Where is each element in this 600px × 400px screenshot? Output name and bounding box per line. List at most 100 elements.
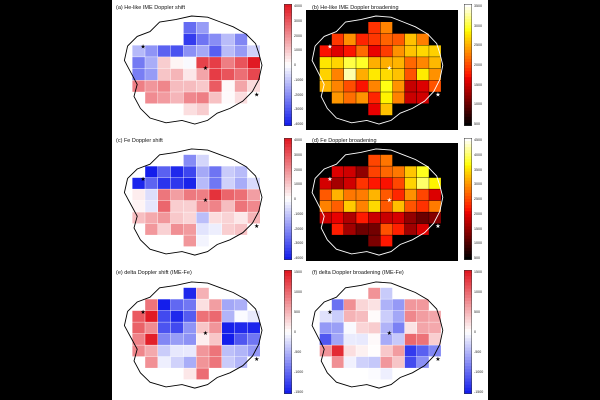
panel-d-cell-region-G xyxy=(380,200,393,212)
panel-e-colorbar-step xyxy=(284,288,292,293)
panel-c-cell-region-A xyxy=(145,177,158,189)
panel-d-cell-region-A xyxy=(331,166,344,178)
panel-f-cell-region-F xyxy=(356,322,368,334)
panel-a-colorbar-frame xyxy=(284,4,292,126)
panel-e-colorbar-step xyxy=(284,313,292,318)
panel-c-cell-region-D xyxy=(247,177,260,189)
panel-f-cell-region-B xyxy=(356,299,368,311)
panel-a-cell-region-B xyxy=(158,45,171,57)
panel-c-colorbar-step xyxy=(284,165,292,170)
panel-a-colorbar-step xyxy=(284,34,292,39)
panel-f-cell-region-E xyxy=(331,333,344,345)
panel-b-colorbar-step xyxy=(464,43,472,48)
panel-e-cell-region-E xyxy=(145,322,158,334)
panel-a-cell-region-D xyxy=(234,33,248,45)
panel-d-cell-region-H xyxy=(404,189,417,201)
panel-c-cell-region-B xyxy=(170,177,184,189)
panel-d-cell-region-B xyxy=(344,166,356,178)
panel-b-cell-region-A xyxy=(331,33,344,45)
panel-b-cell-region-E xyxy=(319,57,332,69)
panel-f-colorbar-step xyxy=(464,282,472,287)
panel-d-cell-region-A xyxy=(331,177,344,189)
panel-f-cell-region-G xyxy=(380,322,393,334)
panel-d-colorbar-step xyxy=(464,186,472,191)
panel-a-map: ★ ★ ★ xyxy=(118,10,278,130)
panel-b-cell-region-C xyxy=(380,22,393,34)
panel-c-cell-region-F xyxy=(183,189,196,201)
panel-e-map: ★ ★ ★ xyxy=(118,276,278,394)
panel-d-cell-region-B xyxy=(368,166,381,178)
panel-c-colorbar-tick: 2000 xyxy=(294,167,302,172)
panel-c-cell-region-B xyxy=(183,177,196,189)
panel-f-cell-region-K xyxy=(392,345,405,357)
panel-d-colorbar-step xyxy=(464,232,472,237)
panel-a-cell-region-H xyxy=(234,68,248,81)
panel-c-star-marker-0: ★ xyxy=(203,197,208,204)
panel-a-cell-region-D xyxy=(247,45,260,57)
panel-d-colorbar-step xyxy=(464,174,472,179)
panel-e-cell-region-E xyxy=(145,333,158,345)
panel-b-colorbar-step xyxy=(464,4,472,8)
panel-e-cell-region-C xyxy=(209,310,222,322)
panel-a-cell-region-B xyxy=(183,22,196,34)
panel-c-cell-region-H xyxy=(234,200,248,212)
panel-a-colorbar-tick: 1000 xyxy=(294,48,302,53)
panel-e-colorbar-step xyxy=(284,276,292,280)
panel-a-colorbar-step xyxy=(284,77,292,81)
panel-a-title: (a) He-like IME Doppler shift xyxy=(116,5,186,11)
panel-d-colorbar-step xyxy=(464,165,472,170)
panel-a-colorbar-step xyxy=(284,13,292,17)
panel-b-cell-region-B xyxy=(368,33,381,45)
panel-e-cell-region-F xyxy=(170,333,184,345)
panel-e-colorbar-step xyxy=(284,338,292,342)
panel-f-cell-region-L xyxy=(404,356,417,368)
panel-e-cell-region-B xyxy=(158,310,171,322)
panel-e-colorbar-tick: 500 xyxy=(294,310,300,314)
panel-d-colorbar-step xyxy=(464,189,472,194)
panel-c-colorbar-step xyxy=(284,223,292,228)
panel-c-cell-region-H xyxy=(234,189,248,201)
panel-b-colorbar xyxy=(464,4,472,126)
panel-a-colorbar-step xyxy=(284,74,292,78)
panel-c-colorbar-step xyxy=(284,195,292,200)
panel-b-colorbar-step xyxy=(464,65,472,69)
panel-d-colorbar-step xyxy=(464,226,472,231)
panel-a-colorbar-step xyxy=(284,89,292,94)
panel-d-star-marker-0: ★ xyxy=(387,197,392,204)
panel-b-cell-region-I xyxy=(319,80,332,92)
panel-a-cell-region-D xyxy=(222,45,235,57)
panel-b-cell-region-D xyxy=(417,45,429,57)
panel-a-colorbar-step xyxy=(284,25,292,29)
panel-b-cell-region-L xyxy=(404,92,417,104)
panel-b-cell-region-D xyxy=(404,33,417,45)
panel-b-cell-region-G xyxy=(392,68,405,81)
panel-d-colorbar-step xyxy=(464,244,472,249)
panel-e-colorbar xyxy=(284,270,292,394)
panel-f-colorbar-tick: 1000 xyxy=(474,290,482,294)
panel-e-cell-region-H xyxy=(222,322,235,334)
panel-b-colorbar-step xyxy=(464,22,472,26)
panel-e-cell-region-H xyxy=(234,333,248,345)
panel-e-colorbar-step xyxy=(284,353,292,358)
panel-f-cell-region-K xyxy=(392,356,405,368)
panel-f-colorbar-step xyxy=(464,294,472,299)
panel-b-cell-region-F xyxy=(344,57,356,69)
panel-c-cell-region-H xyxy=(222,200,235,212)
panel-d-colorbar-tick: 4500 xyxy=(474,138,482,142)
panel-b-colorbar-step xyxy=(464,116,472,121)
panel-d-cell-region-E xyxy=(331,189,344,201)
panel-c-title: (c) Fe Doppler shift xyxy=(116,138,163,144)
panel-b-colorbar-step xyxy=(464,37,472,42)
panel-b-cell-region-J xyxy=(356,80,368,92)
panel-a-colorbar-step xyxy=(284,104,292,109)
panel-b-cell-region-B xyxy=(368,45,381,57)
panel-f-cell-region-E xyxy=(319,322,332,334)
panel-c-colorbar-step xyxy=(284,177,292,182)
panel-f-colorbar-step xyxy=(464,366,472,370)
panel-f-colorbar-step xyxy=(464,381,472,386)
panel-c-cell-region-L xyxy=(222,212,235,224)
panel-e-colorbar-step xyxy=(284,350,292,355)
panel-c-cell-region-F xyxy=(170,189,184,201)
panel-a-colorbar-step xyxy=(284,46,292,51)
panel-b-cell-region-B xyxy=(344,33,356,45)
